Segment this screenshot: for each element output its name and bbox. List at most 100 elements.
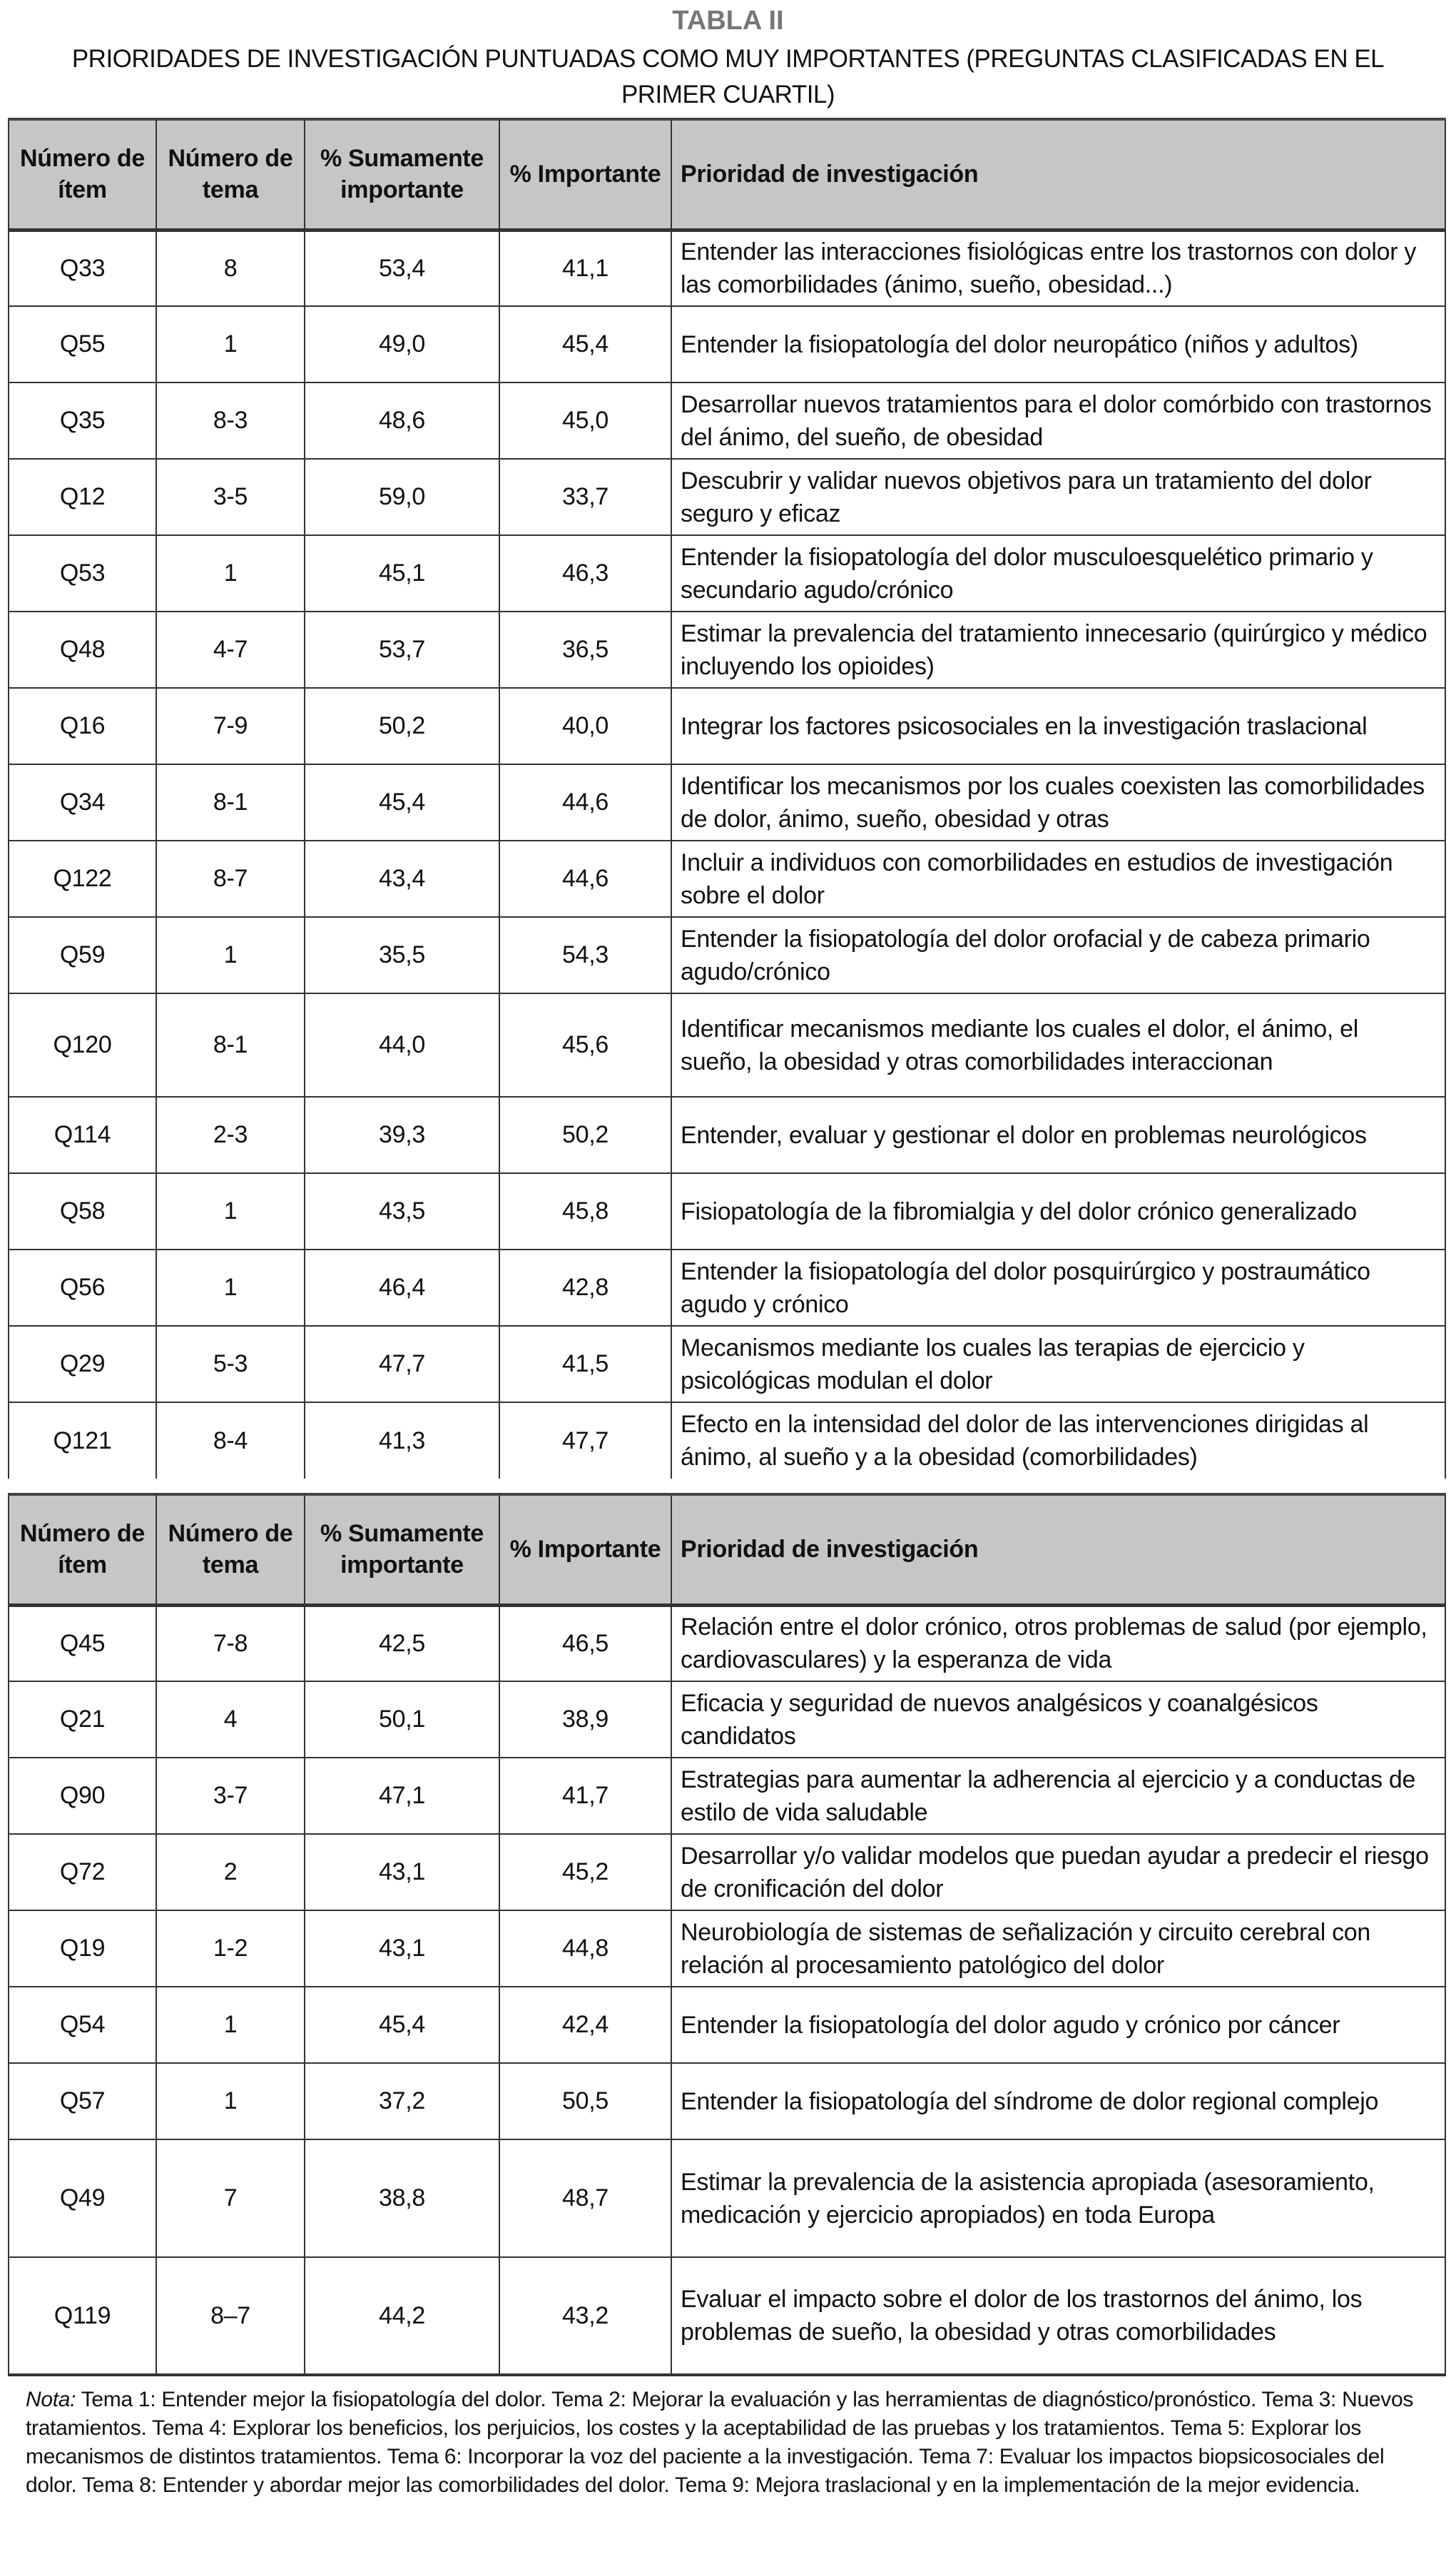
- header-tema: Número de tema: [156, 118, 305, 230]
- table-row: Q34 8-1 45,4 44,6 Identificar los mecanismos…: [8, 764, 1446, 841]
- cell-item: Q58: [8, 1172, 157, 1250]
- cell-sumamente: 43,4: [304, 840, 500, 918]
- cell-item: Q49: [8, 2139, 157, 2258]
- cell-tema: 8-3: [156, 382, 305, 460]
- cell-sumamente: 59,0: [304, 458, 500, 536]
- cell-tema: 2: [156, 1833, 305, 1911]
- cell-importante: 40,0: [499, 687, 672, 765]
- cell-sumamente: 43,1: [304, 1910, 500, 1987]
- cell-importante: 54,3: [499, 916, 672, 994]
- note-text: Tema 1: Entender mejor la fisiopatología…: [26, 2388, 1414, 2497]
- cell-tema: 8-1: [156, 764, 305, 841]
- cell-item: Q54: [8, 1986, 157, 2064]
- cell-prioridad: Entender la fisiopatología del dolor oro…: [671, 916, 1446, 994]
- cell-tema: 8-7: [156, 840, 305, 918]
- cell-sumamente: 35,5: [304, 916, 500, 994]
- table-note: Nota: Tema 1: Entender mejor la fisiopat…: [26, 2386, 1438, 2500]
- cell-importante: 41,5: [499, 1325, 672, 1403]
- header-row: Número de ítem Número de tema % Sumament…: [8, 118, 1446, 230]
- cell-prioridad: Estimar la prevalencia del tratamiento i…: [671, 611, 1446, 689]
- cell-tema: 8-4: [156, 1402, 305, 1479]
- cell-tema: 7: [156, 2139, 305, 2258]
- cell-tema: 1-2: [156, 1910, 305, 1987]
- cell-prioridad: Entender las interacciones fisiológicas …: [671, 229, 1446, 307]
- cell-prioridad: Entender la fisiopatología del dolor mus…: [671, 534, 1446, 612]
- cell-tema: 8: [156, 229, 305, 307]
- cell-item: Q45: [8, 1604, 157, 1682]
- cell-prioridad: Entender la fisiopatología del dolor neu…: [671, 305, 1446, 383]
- cell-tema: 1: [156, 1172, 305, 1250]
- cell-prioridad: Desarrollar nuevos tratamientos para el …: [671, 382, 1446, 460]
- cell-sumamente: 43,1: [304, 1833, 500, 1911]
- cell-sumamente: 37,2: [304, 2062, 500, 2140]
- cell-importante: 50,2: [499, 1096, 672, 1174]
- cell-importante: 47,7: [499, 1402, 672, 1479]
- cell-item: Q59: [8, 916, 157, 994]
- cell-importante: 42,4: [499, 1986, 672, 2064]
- cell-prioridad: Eficacia y seguridad de nuevos analgésic…: [671, 1681, 1446, 1758]
- cell-importante: 48,7: [499, 2139, 672, 2258]
- table-row: Q16 7-9 50,2 40,0 Integrar los factores psic…: [8, 687, 1446, 765]
- cell-item: Q120: [8, 993, 157, 1098]
- cell-item: Q122: [8, 840, 157, 918]
- header-prioridad: Prioridad de investigación: [671, 1494, 1446, 1606]
- cell-sumamente: 46,4: [304, 1249, 500, 1327]
- cell-prioridad: Mecanismos mediante los cuales las terap…: [671, 1325, 1446, 1403]
- header-importante: % Importante: [499, 1494, 672, 1606]
- table-label: TABLA II: [672, 6, 784, 36]
- cell-importante: 46,3: [499, 534, 672, 612]
- cell-importante: 33,7: [499, 458, 672, 536]
- priorities-table-part-1: Número de ítem Número de tema % Sumament…: [8, 118, 1446, 1479]
- header-importante: % Importante: [499, 118, 672, 230]
- priorities-table-part-2: Número de ítem Número de tema % Sumament…: [8, 1493, 1446, 2376]
- header-item: Número de ítem: [8, 118, 157, 230]
- cell-item: Q57: [8, 2062, 157, 2140]
- table-row: Q55 1 49,0 45,4 Entender la fisiopatología d…: [8, 305, 1446, 383]
- table-row: Q122 8-7 43,4 44,6 Incluir a individuos con …: [8, 840, 1446, 918]
- cell-importante: 44,8: [499, 1910, 672, 1987]
- cell-prioridad: Estimar la prevalencia de la asistencia …: [671, 2139, 1446, 2258]
- cell-item: Q72: [8, 1833, 157, 1911]
- cell-prioridad: Neurobiología de sistemas de señalizació…: [671, 1910, 1446, 1987]
- cell-sumamente: 43,5: [304, 1172, 500, 1250]
- cell-prioridad: Entender la fisiopatología del dolor agu…: [671, 1986, 1446, 2064]
- cell-importante: 50,5: [499, 2062, 672, 2140]
- table-row: Q29 5-3 47,7 41,5 Mecanismos mediante los cu…: [8, 1325, 1446, 1403]
- cell-importante: 45,2: [499, 1833, 672, 1911]
- cell-item: Q55: [8, 305, 157, 383]
- cell-sumamente: 39,3: [304, 1096, 500, 1174]
- table-row: Q19 1-2 43,1 44,8 Neurobiología de sistemas …: [8, 1910, 1446, 1987]
- cell-prioridad: Identificar los mecanismos por los cuale…: [671, 764, 1446, 841]
- cell-sumamente: 47,7: [304, 1325, 500, 1403]
- cell-tema: 2-3: [156, 1096, 305, 1174]
- cell-sumamente: 53,4: [304, 229, 500, 307]
- cell-item: Q90: [8, 1757, 157, 1835]
- table-row: Q48 4-7 53,7 36,5 Estimar la prevalencia del…: [8, 611, 1446, 689]
- cell-tema: 1: [156, 534, 305, 612]
- cell-tema: 1: [156, 1986, 305, 2064]
- cell-item: Q16: [8, 687, 157, 765]
- cell-tema: 4: [156, 1681, 305, 1758]
- table-row: Q53 1 45,1 46,3 Entender la fisiopatología d…: [8, 534, 1446, 612]
- cell-sumamente: 48,6: [304, 382, 500, 460]
- table-row: Q59 1 35,5 54,3 Entender la fisiopatología d…: [8, 916, 1446, 994]
- cell-tema: 7-8: [156, 1604, 305, 1682]
- table-row: Q54 1 45,4 42,4 Entender la fisiopatología d…: [8, 1986, 1446, 2064]
- cell-prioridad: Entender, evaluar y gestionar el dolor e…: [671, 1096, 1446, 1174]
- cell-prioridad: Efecto en la intensidad del dolor de las…: [671, 1402, 1446, 1479]
- cell-prioridad: Relación entre el dolor crónico, otros p…: [671, 1604, 1446, 1682]
- cell-importante: 41,1: [499, 229, 672, 307]
- cell-tema: 1: [156, 305, 305, 383]
- cell-tema: 3-5: [156, 458, 305, 536]
- note-label: Nota:: [26, 2388, 76, 2411]
- cell-prioridad: Integrar los factores psicosociales en l…: [671, 687, 1446, 765]
- header-prioridad: Prioridad de investigación: [671, 118, 1446, 230]
- cell-sumamente: 45,4: [304, 1986, 500, 2064]
- cell-tema: 3-7: [156, 1757, 305, 1835]
- cell-importante: 45,4: [499, 305, 672, 383]
- cell-tema: 8-1: [156, 993, 305, 1098]
- cell-item: Q35: [8, 382, 157, 460]
- cell-importante: 36,5: [499, 611, 672, 689]
- cell-importante: 38,9: [499, 1681, 672, 1758]
- table-row: Q35 8-3 48,6 45,0 Desarrollar nuevos tratami…: [8, 382, 1446, 460]
